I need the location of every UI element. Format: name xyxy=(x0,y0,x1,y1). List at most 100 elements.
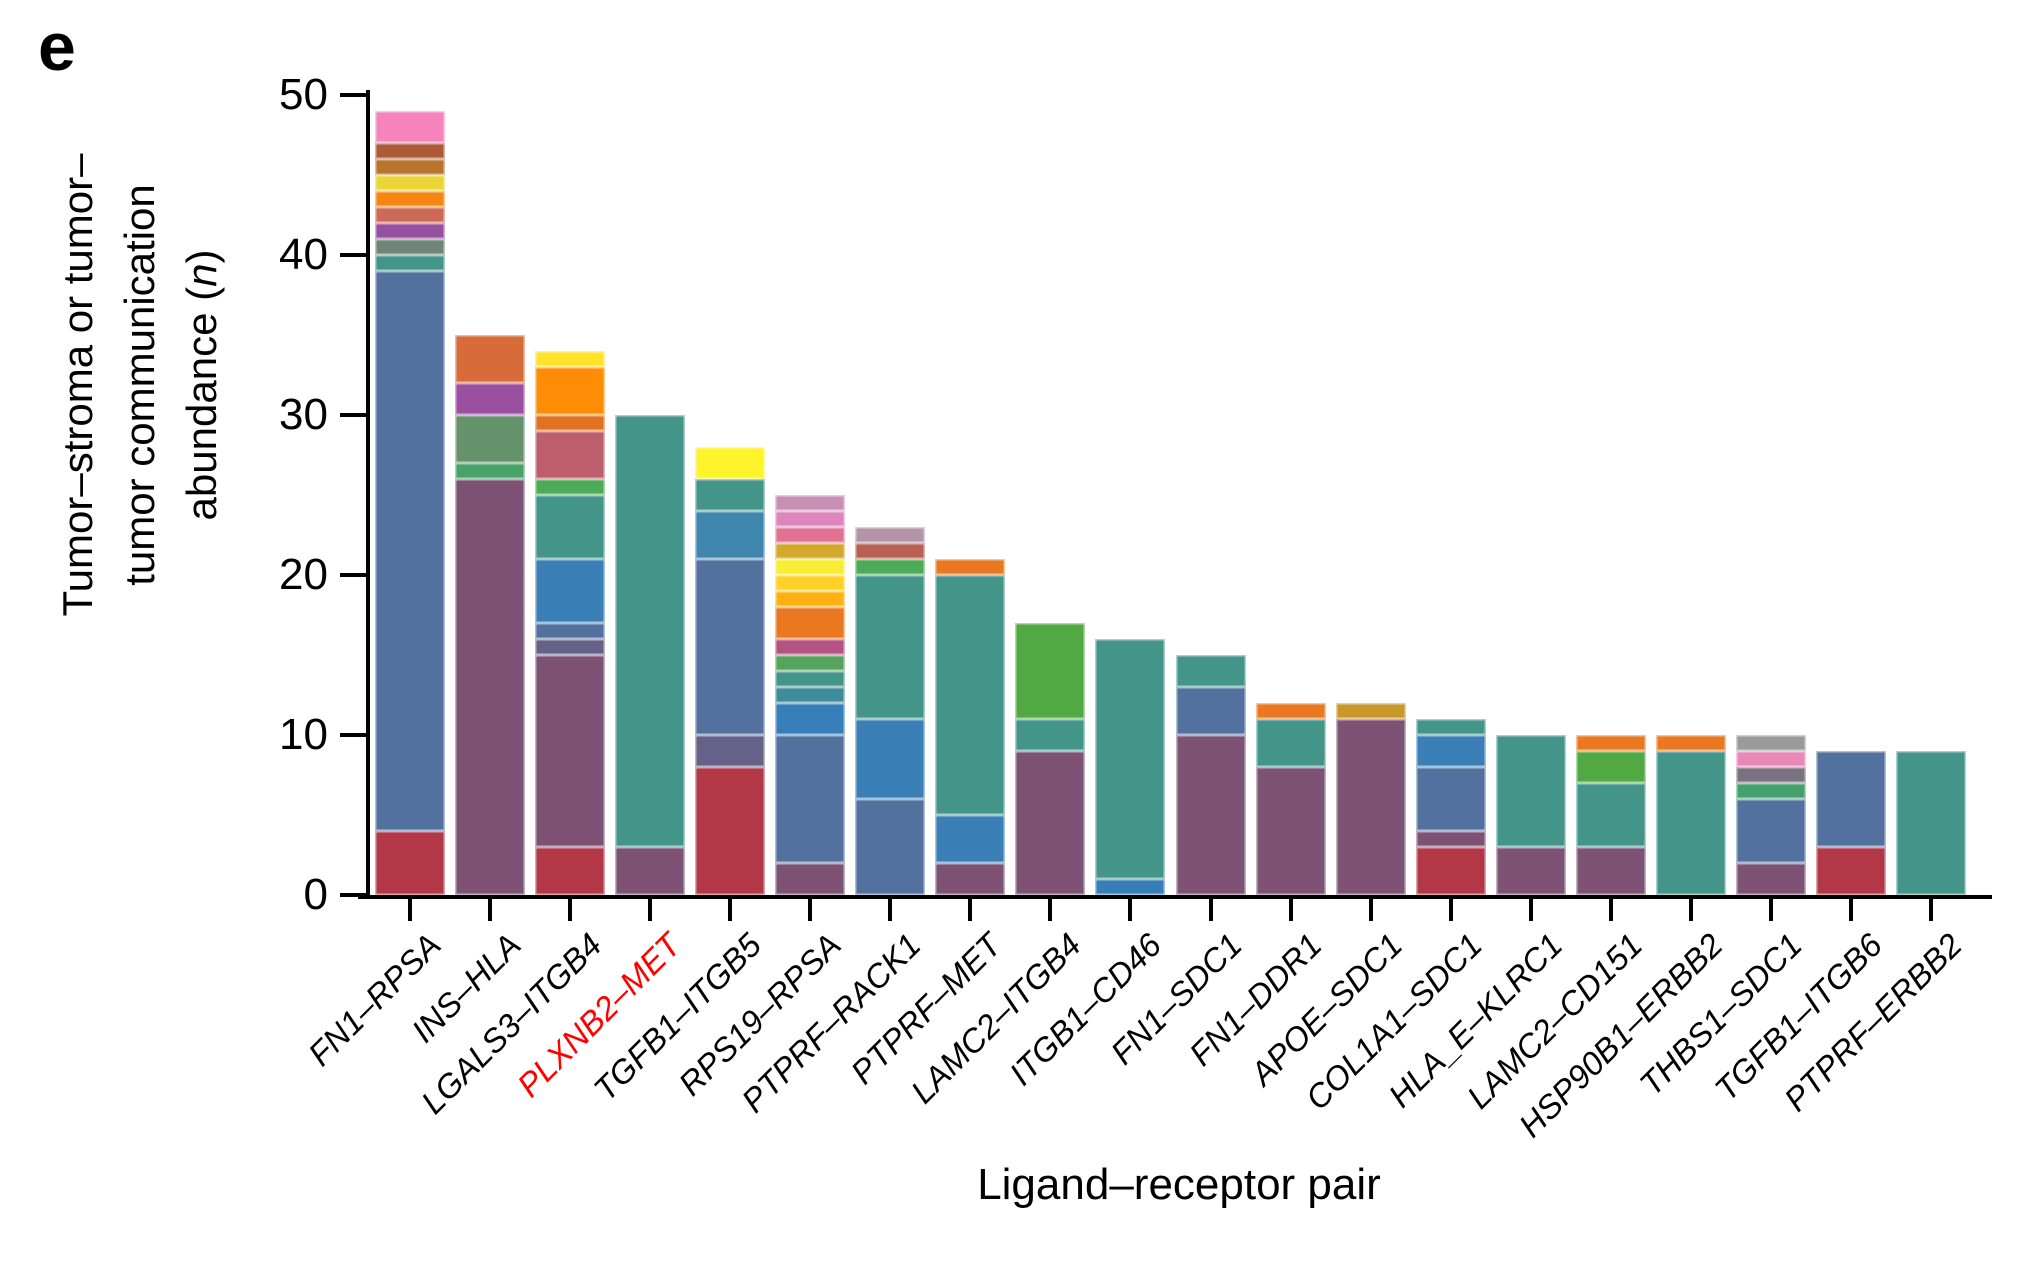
y-axis-tick-label: 40 xyxy=(279,230,328,279)
bar-segment xyxy=(855,559,925,575)
bar-segment xyxy=(1095,879,1165,895)
bar-segment xyxy=(1656,735,1726,751)
bar-segment xyxy=(695,447,765,479)
bar-segment xyxy=(1576,735,1646,751)
bar-segment xyxy=(1656,751,1726,895)
x-axis-tick xyxy=(488,899,492,921)
x-axis-tick xyxy=(1849,899,1853,921)
x-axis-tick xyxy=(1689,899,1693,921)
x-axis-tick xyxy=(1609,899,1613,921)
bar-segment xyxy=(1176,655,1246,687)
bar-segment xyxy=(855,543,925,559)
bar-segment xyxy=(1576,783,1646,847)
x-axis-tick xyxy=(1929,899,1933,921)
x-axis-tick xyxy=(408,899,412,921)
bar-segment xyxy=(535,495,605,559)
bar-segment xyxy=(775,639,845,655)
bar-segment xyxy=(1416,847,1486,895)
bar-segment xyxy=(615,847,685,895)
bar-segment xyxy=(455,479,525,895)
bar-segment xyxy=(1736,767,1806,783)
panel-letter: e xyxy=(38,9,76,85)
x-axis-tick xyxy=(968,899,972,921)
bar-segment xyxy=(1416,735,1486,767)
stacked-bar-PTPRF–RACK1 xyxy=(855,527,925,895)
stacked-bar-LAMC2–ITGB4 xyxy=(1015,623,1085,895)
stacked-bar-FN1–DDR1 xyxy=(1256,703,1326,895)
bar-segment xyxy=(855,799,925,895)
bar-segment xyxy=(375,207,445,223)
bar-segment xyxy=(1816,751,1886,847)
bar-segment xyxy=(1336,719,1406,895)
y-axis-title-line-1: Tumor–stroma or tumor– xyxy=(54,153,101,617)
bar-segment xyxy=(1095,639,1165,879)
bar-segment xyxy=(1736,735,1806,751)
y-axis-tick-label: 50 xyxy=(279,70,328,119)
bar-segment xyxy=(1576,751,1646,783)
bar-segment xyxy=(775,863,845,895)
stacked-bar-RPS19–RPSA xyxy=(775,495,845,895)
bar-segment xyxy=(535,351,605,367)
bar-segment xyxy=(855,719,925,799)
y-axis-tick-label: 10 xyxy=(279,710,328,759)
bar-segment xyxy=(775,511,845,527)
stacked-bar-TGFB1–ITGB6 xyxy=(1816,751,1886,895)
bar-segment xyxy=(775,671,845,687)
x-axis-tick xyxy=(1369,899,1373,921)
x-axis-tick xyxy=(1289,899,1293,921)
bar-segment xyxy=(775,559,845,575)
x-axis-tick xyxy=(1128,899,1132,921)
stacked-bar-PTPRF–MET xyxy=(935,559,1005,895)
bar-segment xyxy=(695,735,765,767)
x-axis-tick xyxy=(568,899,572,921)
x-axis-tick xyxy=(728,899,732,921)
bar-segment xyxy=(775,655,845,671)
bar-segment xyxy=(455,383,525,415)
stacked-bar-INS–HLA xyxy=(455,335,525,895)
bar-segment xyxy=(1896,751,1966,895)
bar-segment xyxy=(1176,687,1246,735)
y-axis-tick xyxy=(340,253,366,257)
bar-segment xyxy=(855,527,925,543)
bar-segment xyxy=(535,431,605,479)
stacked-bar-PTPRF–ERBB2 xyxy=(1896,751,1966,895)
bar-segment xyxy=(1015,719,1085,751)
bar-segment xyxy=(1496,847,1566,895)
bar-segment xyxy=(935,815,1005,863)
bar-segment xyxy=(375,271,445,831)
stacked-bar-COL1A1–SDC1 xyxy=(1416,719,1486,895)
bar-segment xyxy=(375,111,445,143)
bar-segment xyxy=(455,415,525,463)
bar-segment xyxy=(535,367,605,415)
bar-segment xyxy=(375,143,445,159)
stacked-bar-TGFB1–ITGB5 xyxy=(695,447,765,895)
x-axis-tick xyxy=(648,899,652,921)
bar-segment xyxy=(935,863,1005,895)
bar-segment xyxy=(695,767,765,895)
bar-segment xyxy=(375,175,445,191)
bar-segment xyxy=(1736,799,1806,863)
y-axis-tick xyxy=(340,573,366,577)
bar-segment xyxy=(615,415,685,847)
stacked-bar-PLXNB2–MET xyxy=(615,415,685,895)
x-axis-tick xyxy=(888,899,892,921)
x-axis-tick xyxy=(1449,899,1453,921)
stacked-bar-APOE–SDC1 xyxy=(1336,703,1406,895)
y-axis-tick-label: 20 xyxy=(279,550,328,599)
y-axis-tick xyxy=(340,893,366,897)
stacked-bar-LGALS3–ITGB4 xyxy=(535,351,605,895)
bar-segment xyxy=(1736,783,1806,799)
bar-segment xyxy=(375,191,445,207)
bar-segment xyxy=(535,415,605,431)
x-axis-tick xyxy=(1209,899,1213,921)
x-axis-tick xyxy=(1769,899,1773,921)
bar-segment xyxy=(775,703,845,735)
y-axis-tick-label: 0 xyxy=(303,870,328,919)
x-axis-title: Ligand–receptor pair xyxy=(977,1160,1381,1209)
stacked-bar-THBS1–SDC1 xyxy=(1736,735,1806,895)
bar-segment xyxy=(535,847,605,895)
bar-segment xyxy=(1496,735,1566,847)
bar-segment xyxy=(1416,719,1486,735)
bar-segment xyxy=(855,575,925,719)
stacked-bar-FN1–RPSA xyxy=(375,111,445,895)
